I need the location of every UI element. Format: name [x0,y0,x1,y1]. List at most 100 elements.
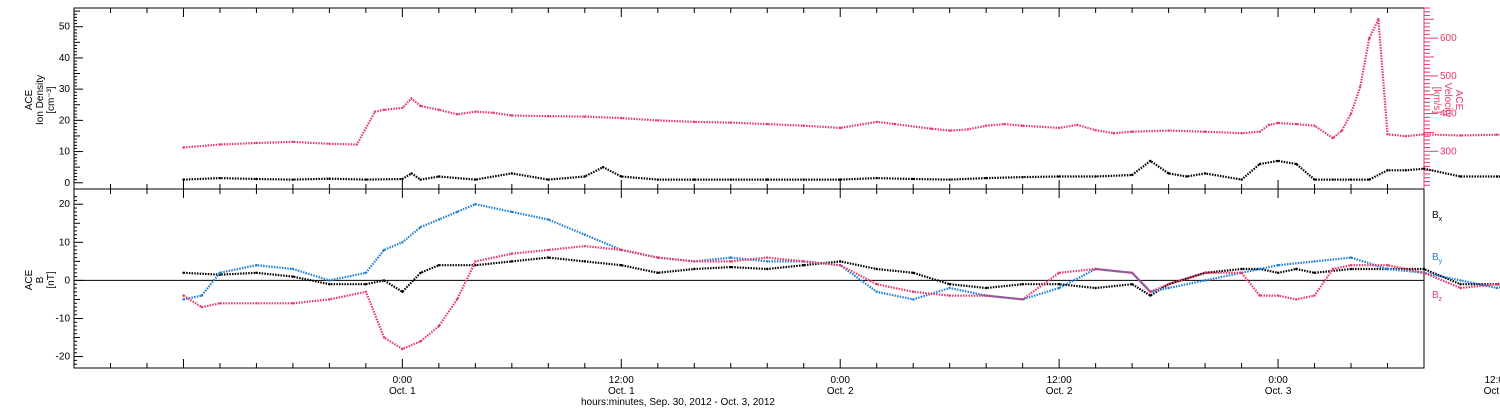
legend-subscript: x [1439,216,1443,223]
data-point [1295,267,1298,271]
data-point [1130,283,1134,286]
x-tick-date: Oct. 1 [608,386,635,397]
data-point [1203,172,1207,175]
data-point [1422,271,1426,274]
data-point [291,178,295,181]
data-point [255,141,258,145]
data-point [364,290,368,293]
data-point [1349,178,1353,181]
data-point [1094,286,1097,290]
data-point [656,256,659,259]
data-point [1422,133,1426,136]
data-point [1459,286,1462,290]
data-point [200,294,203,297]
legend-entry: Bz [1432,290,1443,303]
data-point [1386,264,1389,267]
plasma-left-axis: 0 10 20 30 40 50 [59,10,83,189]
data-point [766,178,769,181]
data-point [255,302,258,305]
legend-entry: By [1432,252,1443,265]
data-point [693,267,696,271]
data-point [1459,283,1462,286]
plasma-right-ylabel-line2: Velocity [1442,83,1453,117]
data-point [656,119,659,122]
velocity-tick-label: 300 [1440,146,1457,157]
y-tick-label: 20 [59,199,71,210]
data-point [364,271,368,274]
data-point [1057,283,1061,286]
data-point [1076,123,1079,127]
data-point [547,248,550,252]
data-point [1386,133,1389,136]
data-point [802,178,805,181]
data-point [1240,178,1243,181]
data-point [1057,175,1061,178]
data-point [474,260,477,263]
data-point [510,210,513,214]
y-tick-label: 30 [59,84,71,95]
data-point [839,178,842,181]
data-point [839,260,842,263]
data-point [1331,267,1335,271]
data-point [948,178,951,181]
y-tick-label: -20 [56,352,71,363]
data-point [328,298,331,301]
data-point [1258,162,1262,166]
data-point [1258,294,1262,297]
data-point [985,176,988,180]
data-point [1349,256,1353,259]
data-point [1368,178,1371,181]
data-point [1349,264,1353,267]
data-point [364,283,368,286]
data-point [291,275,295,278]
data-point [839,126,842,130]
data-point [1112,132,1116,135]
data-point [455,298,459,301]
bz-series [182,244,1500,351]
data-point [1149,159,1152,163]
data-point [620,248,623,252]
x-tick-date: Oct. 2 [1046,386,1073,397]
data-point [291,267,295,271]
data-point [328,283,331,286]
imf-ylabel-line1: ACE [24,269,35,290]
data-point [1185,175,1189,178]
data-point [437,108,441,112]
data-point [1459,279,1462,282]
series-line [183,203,1500,301]
data-point [985,124,988,127]
data-point [1386,169,1389,172]
y-tick-label: 20 [59,115,71,126]
data-point [912,271,915,274]
data-point [1340,129,1344,132]
data-point [656,271,659,274]
data-point [948,129,951,132]
x-tick-date: Oct. 1 [389,386,416,397]
data-point [1331,178,1335,181]
data-point [455,210,459,214]
y-tick-label: 0 [64,178,70,189]
data-point [875,283,878,286]
velocity-tick-label: 400 [1440,109,1457,120]
data-point [474,203,477,206]
data-point [200,305,203,309]
data-point [693,260,696,263]
data-point [1167,129,1170,132]
data-point [1313,178,1316,181]
data-point [729,256,732,259]
data-point [255,177,258,181]
data-point [1203,279,1207,282]
plasma-panel-frame [73,7,1425,190]
data-point [766,256,769,259]
data-point [1422,167,1426,170]
data-point [729,178,732,181]
data-point [1295,298,1298,301]
data-point [547,115,550,118]
data-point [1021,298,1024,301]
legend-label: B [1432,210,1439,221]
data-point [1094,129,1097,132]
data-point [1331,136,1335,140]
data-point [373,110,377,113]
by-series [182,203,1500,301]
